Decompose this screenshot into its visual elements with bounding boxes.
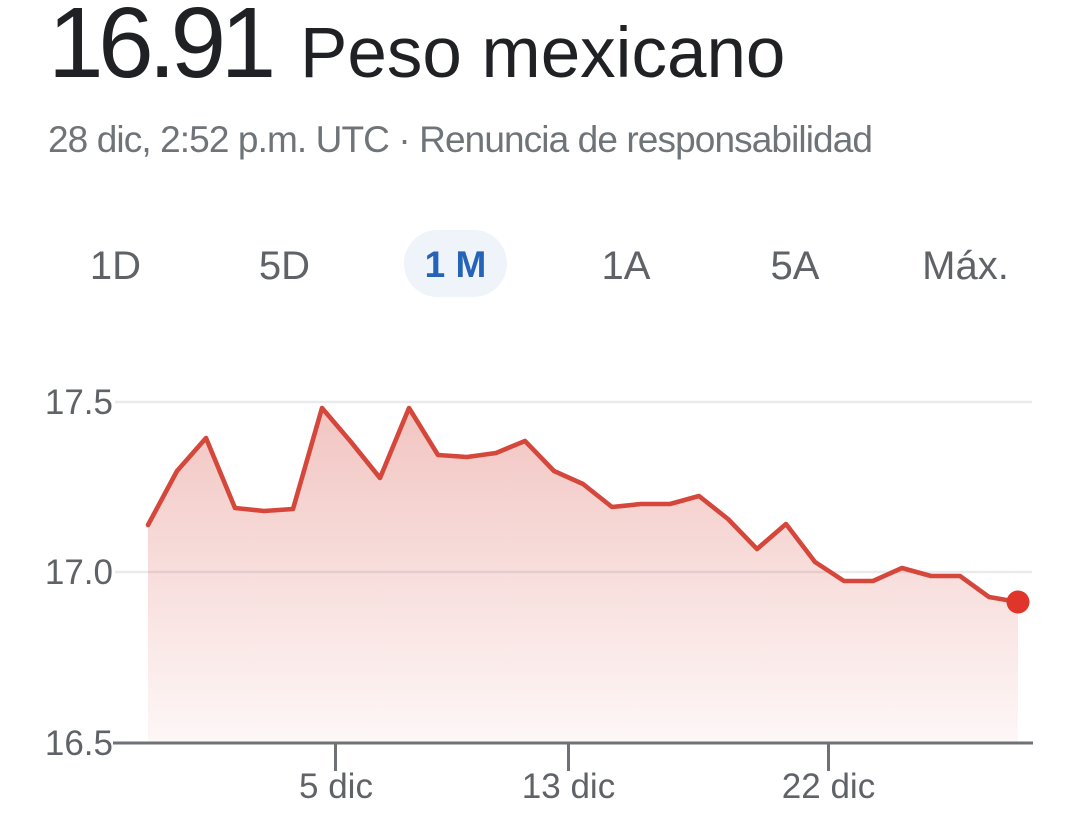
svg-text:17.0: 17.0 bbox=[45, 553, 113, 592]
svg-text:16.5: 16.5 bbox=[45, 724, 113, 763]
svg-text:17.5: 17.5 bbox=[45, 383, 113, 422]
svg-text:5 dic: 5 dic bbox=[299, 767, 373, 806]
svg-text:13 dic: 13 dic bbox=[522, 767, 615, 806]
svg-text:22 dic: 22 dic bbox=[782, 767, 875, 806]
